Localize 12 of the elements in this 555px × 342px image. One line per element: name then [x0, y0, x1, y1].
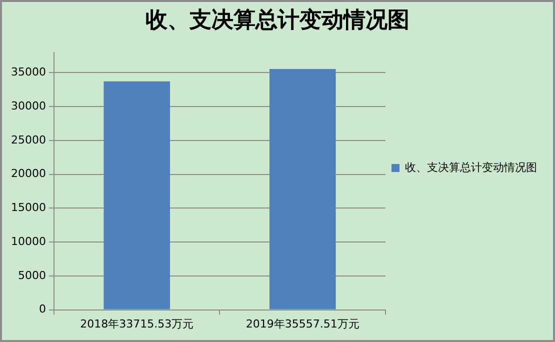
x-tick-label: 2019年35557.51万元 — [246, 317, 360, 330]
y-tick-label: 10000 — [10, 234, 46, 248]
y-tick-label: 0 — [38, 302, 46, 316]
y-tick-label: 15000 — [10, 201, 46, 214]
y-tick-label: 35000 — [10, 66, 46, 79]
y-tick-label: 5000 — [18, 268, 46, 282]
y-tick-label: 30000 — [10, 99, 46, 112]
y-tick-label: 25000 — [10, 133, 46, 146]
chart-title: 收、支决算总计变动情况图 — [146, 6, 410, 33]
legend-label: 收、支决算总计变动情况图 — [405, 160, 537, 174]
y-tick-label: 20000 — [10, 167, 46, 180]
x-tick-label: 2018年33715.53万元 — [80, 317, 194, 330]
